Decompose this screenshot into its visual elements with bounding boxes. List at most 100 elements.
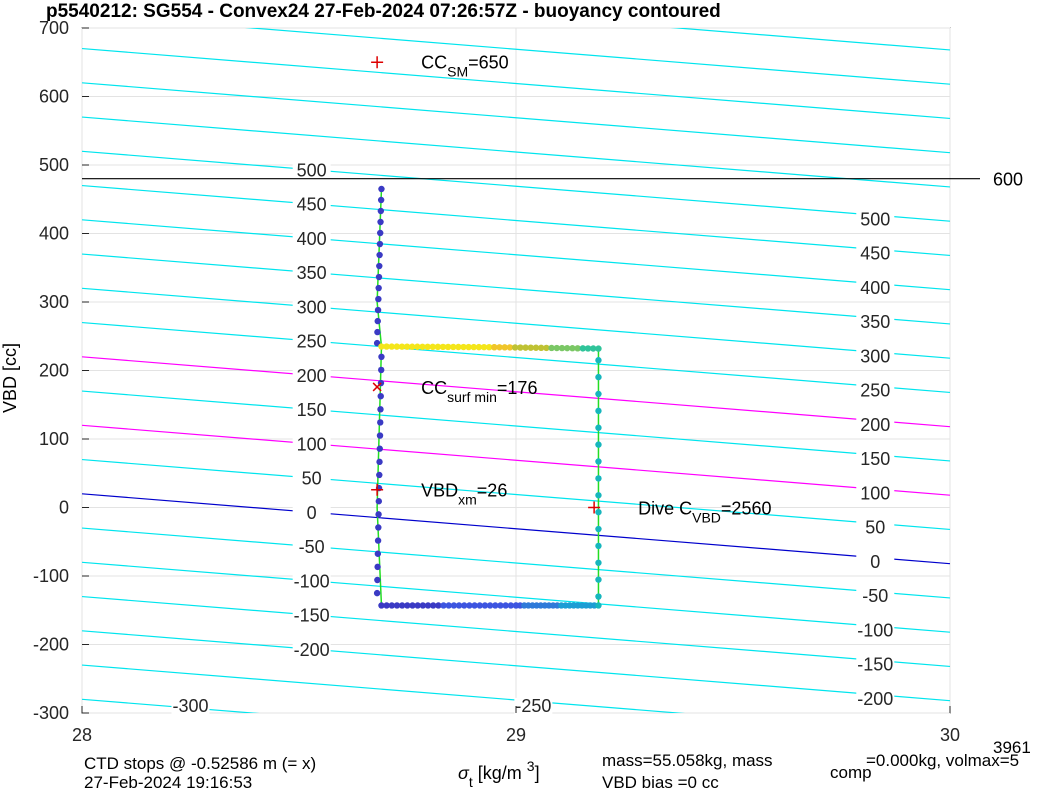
profile-point	[517, 344, 524, 351]
y-tick-label: 700	[39, 18, 69, 38]
profile-point	[595, 508, 602, 516]
profile-point	[398, 343, 406, 350]
x-axis-ticks: 28 29 30	[72, 706, 960, 745]
y-tick-label: 400	[39, 224, 69, 244]
contour-line	[82, 458, 950, 531]
profile-point	[376, 432, 384, 439]
profile-point	[414, 602, 421, 609]
profile-point	[466, 602, 473, 609]
contour-label: -300	[172, 696, 208, 716]
profile-point	[507, 602, 515, 609]
contour-label: 300	[860, 346, 890, 366]
profile-point	[403, 343, 411, 350]
contour-line	[670, 28, 950, 51]
contour-label-bg	[856, 451, 895, 470]
contour-label-bg	[856, 416, 895, 435]
chart-title: p5540212: SG554 - Convex24 27-Feb-2024 0…	[46, 1, 721, 22]
profile-point	[502, 602, 509, 609]
profile-point	[378, 366, 385, 374]
profile-point	[429, 343, 436, 351]
contour-label-bg	[856, 382, 895, 401]
grid	[81, 27, 951, 714]
contour-label-bg	[856, 588, 895, 607]
profile-point	[375, 511, 382, 518]
profile-point	[450, 343, 457, 351]
profile-point	[388, 343, 395, 350]
contour-label: 250	[297, 332, 327, 352]
contour-label: 200	[297, 366, 327, 386]
marker-annotation: CCSM=650	[421, 52, 509, 79]
profile-point	[506, 344, 514, 351]
profile-point	[388, 602, 396, 609]
profile-point	[491, 344, 498, 351]
profile-point	[378, 185, 385, 193]
contour-label: 100	[297, 434, 327, 454]
contour-label: -150	[857, 655, 893, 675]
contour-label: 0	[307, 503, 317, 523]
contour-label-bg	[292, 607, 331, 626]
contour-label: -50	[299, 537, 325, 557]
profile-point	[375, 295, 382, 303]
profile-point	[377, 392, 384, 400]
profile-point	[595, 602, 602, 609]
contour-label: -50	[862, 586, 888, 606]
mass-comp-subscript: comp	[830, 763, 872, 782]
contour-line	[82, 150, 950, 222]
contour-label-bg	[171, 697, 210, 716]
profile-point	[383, 343, 390, 350]
contour-label: 350	[297, 263, 327, 283]
profile-point	[419, 602, 427, 609]
contour-label: -250	[515, 696, 551, 716]
profile-point	[430, 602, 437, 609]
contour-label-bg	[856, 314, 895, 333]
contour-line	[82, 219, 950, 291]
profile-point	[595, 345, 602, 352]
profile-point	[377, 207, 385, 215]
profile-point	[584, 345, 592, 352]
profile-point	[595, 542, 602, 550]
contour-line	[82, 253, 950, 325]
marker-x	[372, 382, 382, 392]
profile-point	[375, 524, 382, 531]
mass-text: mass=55.058kg, mass	[602, 751, 773, 770]
profile-point	[373, 589, 381, 597]
profile-point	[564, 344, 571, 352]
profile-point	[595, 593, 602, 600]
profile-point	[377, 196, 385, 204]
contour-line	[82, 595, 950, 668]
profile-point	[471, 602, 478, 609]
dive-date-text: 27-Feb-2024 19:16:53	[84, 773, 252, 790]
contour-label-bg	[292, 265, 331, 284]
contour-label-bg	[292, 367, 331, 386]
profile-point	[470, 343, 477, 351]
contour-label: 100	[860, 483, 890, 503]
contour-label-bg	[856, 348, 895, 367]
profile-point	[590, 345, 597, 352]
contour-label-bg	[292, 641, 331, 660]
contour-label-bg	[292, 299, 331, 318]
contour-line	[82, 321, 950, 394]
contour-label-bg	[856, 690, 895, 709]
marker-plus	[588, 501, 601, 514]
contour-line	[82, 493, 950, 565]
profile-point	[398, 602, 406, 609]
marker-annotation: CCsurf min=176	[421, 378, 537, 405]
profile-point	[486, 602, 494, 609]
profile-point	[445, 602, 452, 609]
x-axis-label: σt [kg/m 3]	[458, 758, 540, 790]
profile-point	[595, 424, 602, 431]
contour-line	[82, 561, 950, 633]
profile-point	[374, 576, 381, 584]
y-axis-ticks: 700 600 500 400 300 200 100 0 -100 -200 -300	[33, 18, 89, 723]
contour-label: 200	[860, 415, 890, 435]
contour-label-bg	[856, 211, 895, 230]
profile-point	[497, 602, 504, 609]
contour-label-bg	[292, 402, 331, 421]
profile-point	[461, 602, 468, 609]
profile-point	[440, 602, 447, 609]
contour-label: 350	[860, 312, 890, 332]
contour-label: 150	[860, 449, 890, 469]
profile-point	[537, 344, 545, 352]
profile-point	[595, 576, 602, 583]
marker-plus	[371, 56, 384, 69]
